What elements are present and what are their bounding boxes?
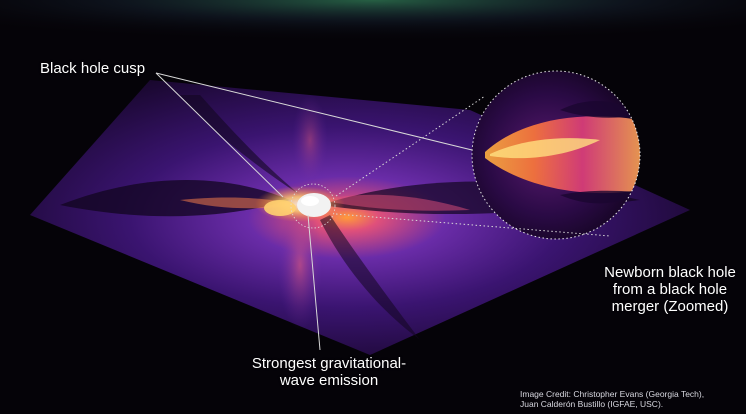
label-newborn-black-hole: Newborn black hole from a black hole mer… [595,264,745,315]
image-credit: Image Credit: Christopher Evans (Georgia… [520,389,744,409]
emission-pointer [307,214,321,351]
label-line: from a black hole [612,281,728,298]
label-line: Newborn black hole [604,264,736,281]
zoom-connector-bottom [335,213,611,237]
cusp-pointer-core [155,72,284,198]
credit-line: Juan Calderón Bustillo (IGFAE, USC). [520,399,664,409]
background-aurora [0,0,746,60]
label-line: merger (Zoomed) [611,298,729,315]
cusp-pointer-zoom [155,72,473,151]
label-strongest-emission: Strongest gravitational- wave emission [239,355,419,389]
label-line: Strongest gravitational- [251,355,407,372]
label-black-hole-cusp: Black hole cusp [40,60,146,77]
label-line: wave emission [279,372,379,389]
zoom-inset [471,70,641,240]
pointer-lines [155,72,611,351]
black-hole-shape [290,183,336,229]
credit-line: Image Credit: Christopher Evans (Georgia… [520,389,705,399]
